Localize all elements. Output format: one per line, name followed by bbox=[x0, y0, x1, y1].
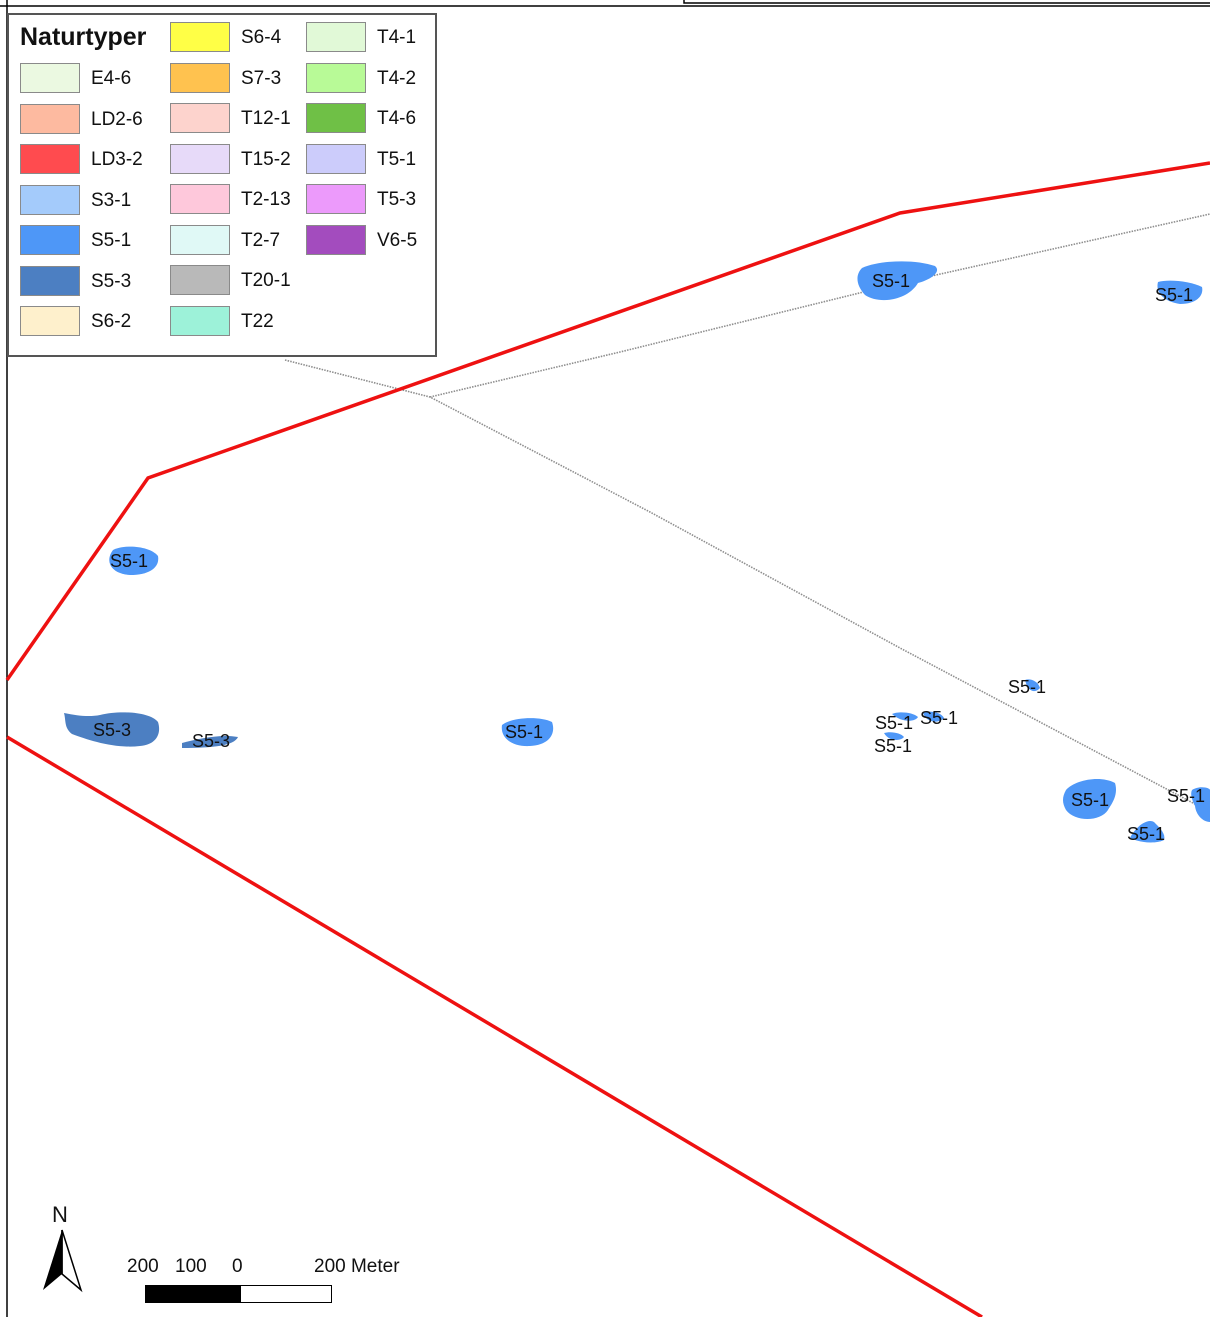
legend-swatch bbox=[20, 225, 80, 255]
legend-label: LD3-2 bbox=[91, 149, 143, 170]
scale-label: 100 bbox=[175, 1256, 207, 1277]
habitat-polygon-s5-1 bbox=[923, 711, 944, 722]
legend-title: Naturtyper bbox=[20, 23, 147, 51]
legend-swatch bbox=[20, 306, 80, 336]
boundary-line-upper bbox=[5, 161, 1210, 682]
legend-label: S6-4 bbox=[241, 27, 282, 48]
habitat-label: S5-1 bbox=[920, 708, 958, 728]
legend-label: S6-2 bbox=[91, 311, 132, 332]
legend-swatch bbox=[20, 63, 80, 93]
legend-label: T15-2 bbox=[241, 148, 291, 170]
legend-swatch bbox=[306, 22, 366, 52]
legend-label: LD2-6 bbox=[91, 108, 143, 130]
legend-swatch bbox=[170, 265, 230, 295]
habitat-polygon-s5-1 bbox=[109, 546, 159, 575]
legend-label: T12-1 bbox=[241, 108, 291, 129]
habitat-polygons bbox=[64, 261, 1210, 843]
habitat-labels: S5-1S5-1S5-1S5-3S5-3 S5-1S5-1S5-1 S5-1S5-1… bbox=[93, 271, 1205, 844]
legend-swatch bbox=[306, 184, 366, 214]
legend-swatch bbox=[170, 143, 230, 174]
track-line-north-branch bbox=[429, 213, 1210, 398]
legend-label: S3-1 bbox=[91, 189, 132, 211]
habitat-label: S5-3 bbox=[192, 731, 230, 751]
legend-label: T2-7 bbox=[241, 229, 281, 251]
legend-label: T5-1 bbox=[377, 148, 417, 170]
legend-swatch bbox=[170, 22, 230, 52]
north-label: N bbox=[52, 1202, 68, 1227]
legend-swatch bbox=[306, 143, 366, 174]
habitat-polygon-s5-1 bbox=[1191, 787, 1210, 822]
habitat-label: S5-1 bbox=[874, 736, 912, 756]
legend-swatch bbox=[306, 224, 366, 255]
habitat-polygon-s5-1 bbox=[1157, 280, 1203, 304]
habitat-polygon-s5-1 bbox=[1025, 679, 1040, 692]
habitat-polygon-s5-1 bbox=[1130, 820, 1165, 843]
north-arrow-icon bbox=[43, 1229, 83, 1293]
habitat-polygon-s5-1 bbox=[1063, 779, 1117, 819]
legend-swatch bbox=[306, 103, 366, 133]
habitat-polygon-s5-1 bbox=[884, 732, 904, 740]
habitat-label: S5-1 bbox=[875, 713, 913, 733]
legend-label: T5-3 bbox=[377, 189, 417, 210]
scale-label: 0 bbox=[232, 1256, 243, 1277]
legend-swatch bbox=[170, 184, 230, 214]
legend: Naturtyper E4-6 LD2-6 LD3-2 S3-1 S5-1 S5-3 S6-… bbox=[7, 13, 437, 357]
legend-label: T2-13 bbox=[241, 189, 291, 210]
habitat-polygon-s5-1 bbox=[857, 261, 938, 301]
legend-swatch bbox=[170, 103, 230, 133]
legend-label: S7-3 bbox=[241, 67, 282, 89]
legend-label: T20-1 bbox=[241, 270, 291, 291]
habitat-label: S5-1 bbox=[1155, 285, 1193, 305]
legend-swatch bbox=[170, 305, 230, 336]
habitat-polygon-s5-3 bbox=[182, 735, 238, 748]
inset-frame bbox=[683, 0, 1210, 4]
legend-swatch bbox=[20, 265, 80, 296]
scale-label: 200 bbox=[127, 1256, 159, 1277]
legend-swatch bbox=[20, 184, 80, 215]
habitat-polygon-s5-1 bbox=[501, 718, 554, 747]
legend-swatch bbox=[170, 62, 230, 93]
scale-labels: 200 100 0 200 Meter bbox=[0, 1256, 500, 1282]
habitat-label: S5-1 bbox=[1008, 677, 1046, 697]
boundary-line-lower bbox=[6, 735, 983, 1317]
legend-swatch bbox=[20, 103, 80, 134]
habitat-label: S5-1 bbox=[872, 271, 910, 291]
track-lines bbox=[284, 213, 1210, 813]
legend-label: T4-2 bbox=[377, 67, 417, 89]
habitat-label: S5-1 bbox=[1127, 824, 1165, 844]
scale-label: 200 Meter bbox=[314, 1256, 400, 1277]
habitat-label: S5-1 bbox=[1071, 790, 1109, 810]
legend-label: V6-5 bbox=[377, 229, 418, 251]
habitat-label: S5-1 bbox=[110, 551, 148, 571]
legend-swatch bbox=[20, 144, 80, 174]
legend-label: S5-1 bbox=[91, 230, 132, 251]
legend-swatch bbox=[306, 62, 366, 93]
scale-bar bbox=[145, 1285, 332, 1303]
habitat-label: S5-3 bbox=[93, 720, 131, 740]
habitat-label: S5-1 bbox=[505, 722, 543, 742]
habitat-polygon-s5-3 bbox=[64, 712, 160, 747]
track-line-diagonal bbox=[284, 359, 1210, 813]
legend-label: E4-6 bbox=[91, 68, 132, 89]
habitat-label: S5-1 bbox=[1167, 786, 1205, 806]
legend-swatch bbox=[170, 224, 230, 255]
scale-bar-segment bbox=[146, 1286, 241, 1302]
legend-label: S5-3 bbox=[91, 270, 132, 292]
legend-label: T4-6 bbox=[377, 108, 417, 129]
habitat-polygon-s5-1 bbox=[892, 712, 918, 721]
legend-label: T4-1 bbox=[377, 27, 417, 48]
legend-label: T22 bbox=[241, 310, 274, 332]
